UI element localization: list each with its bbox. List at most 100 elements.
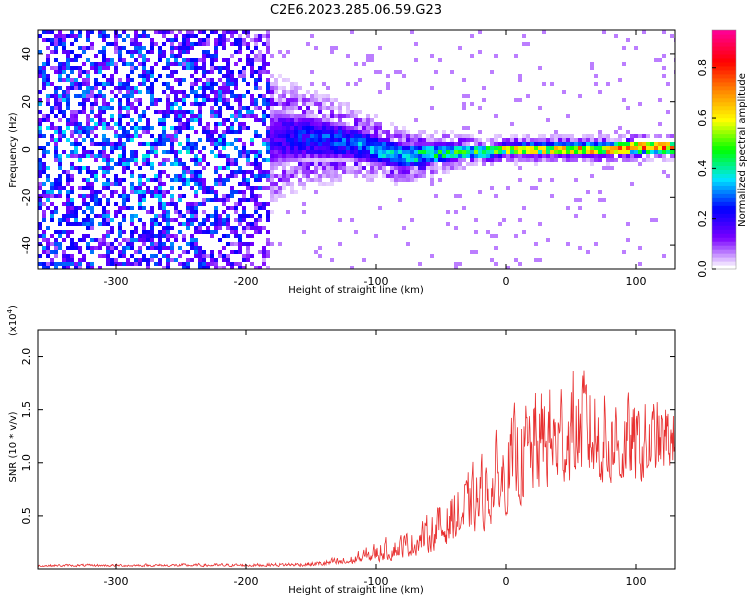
heatmap-cell [202,190,206,194]
heatmap-cell [442,138,446,142]
heatmap-cell [282,146,286,150]
heatmap-cell [366,134,370,138]
heatmap-cell [282,130,286,134]
heatmap-cell [106,166,110,170]
heatmap-cell [94,54,98,58]
snr-scale-close: ) [8,305,19,309]
heatmap-cell [178,54,182,58]
heatmap-cell [350,130,354,134]
heatmap-cell [182,122,186,126]
heatmap-cell [238,58,242,62]
heatmap-cell [314,166,318,170]
heatmap-cell [146,154,150,158]
heatmap-cell [162,66,166,70]
heatmap-cell [466,138,470,142]
heatmap-cell [194,58,198,62]
heatmap-cell [230,158,234,162]
heatmap-cell [622,158,626,162]
heatmap-cell [662,142,666,146]
heatmap-cell [122,262,126,266]
heatmap-cell [262,202,266,206]
heatmap-cell [410,146,414,150]
colorbar-segment [712,117,736,123]
heatmap-cell [350,218,354,222]
heatmap-cell [662,146,666,150]
heatmap-cell [98,166,102,170]
heatmap-cell [98,70,102,74]
heatmap-cell [266,238,270,242]
heatmap-cell [626,222,630,226]
heatmap-cell [294,166,298,170]
heatmap-cell [330,110,334,114]
heatmap-cell [550,142,554,146]
heatmap-cell [278,134,282,138]
heatmap-cell [470,34,474,38]
heatmap-cell [334,126,338,130]
heatmap-cell [350,154,354,158]
heatmap-cell [326,114,330,118]
heatmap-cell [78,102,82,106]
heatmap-cell [226,162,230,166]
heatmap-cell [82,254,86,258]
heatmap-cell [466,142,470,146]
heatmap-cell [114,46,118,50]
heatmap-cell [102,194,106,198]
heatmap-cell [454,266,458,269]
snr-x-tick-label: -300 [104,575,129,588]
heatmap-cell [566,242,570,246]
heatmap-cell [594,242,598,246]
heatmap-cell [274,142,278,146]
heatmap-cell [350,170,354,174]
colorbar-gradient [712,30,736,270]
heatmap-cell [314,138,318,142]
heatmap-cell [82,150,86,154]
heatmap-cell [170,246,174,250]
heatmap-cell [614,34,618,38]
heatmap-cell [194,174,198,178]
heatmap-cell [178,130,182,134]
heatmap-cell [234,218,238,222]
heatmap-cell [102,38,106,42]
heatmap-cell [82,94,86,98]
heatmap-cell [250,138,254,142]
heatmap-cell [174,134,178,138]
heatmap-cell [230,170,234,174]
heatmap-cell [230,226,234,230]
heatmap-cell [266,70,270,74]
heatmap-cell [178,194,182,198]
heatmap-cell [210,142,214,146]
heatmap-cell [126,162,130,166]
heatmap-cell [170,102,174,106]
heatmap-cell [166,38,170,42]
heatmap-cell [286,118,290,122]
heatmap-cell [238,182,242,186]
heatmap-cell [130,118,134,122]
heatmap-cell [582,158,586,162]
heatmap-cell [66,54,70,58]
heatmap-cell [170,258,174,262]
heatmap-cell [466,154,470,158]
heatmap-cell [394,162,398,166]
heatmap-cell [542,142,546,146]
heatmap-cell [474,230,478,234]
heatmap-cell [166,262,170,266]
heatmap-cell [250,170,254,174]
heatmap-cell [258,218,262,222]
heatmap-cell [650,150,654,154]
heatmap-cell [274,98,278,102]
heatmap-cell [518,178,522,182]
heatmap-cell [238,234,242,238]
heatmap-cell [190,222,194,226]
heatmap-cell [66,58,70,62]
heatmap-cell [246,234,250,238]
heatmap-cell [266,150,270,154]
heatmap-cell [106,154,110,158]
heatmap-cell [194,142,198,146]
heatmap-cell [286,154,290,158]
colorbar-segment [712,109,736,115]
heatmap-cell [138,202,142,206]
heatmap-cell [150,234,154,238]
heatmap-cell [150,246,154,250]
heatmap-cell [386,134,390,138]
heatmap-cell [82,146,86,150]
